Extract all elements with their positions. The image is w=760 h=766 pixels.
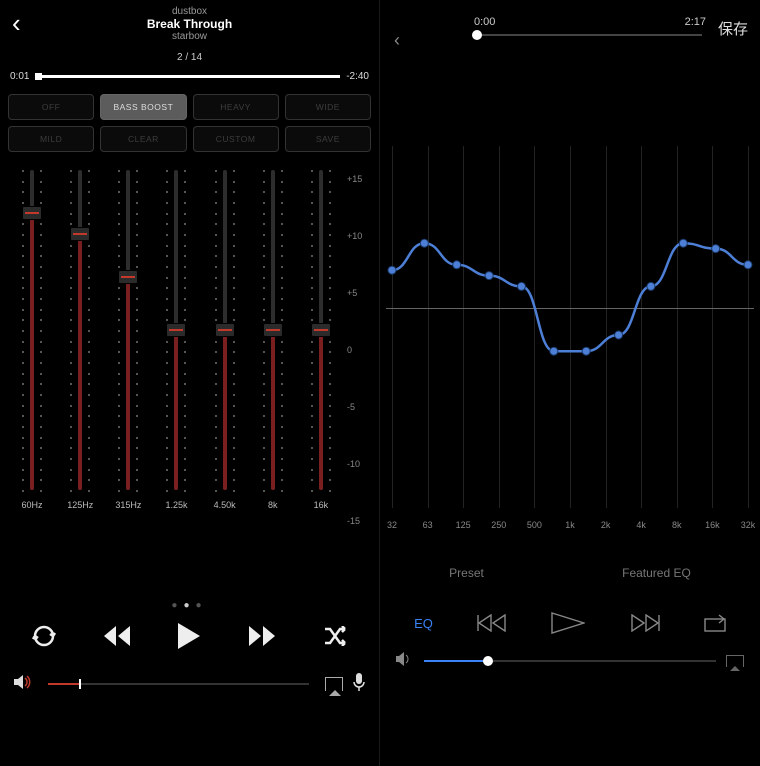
eq-band-label: 8k — [268, 500, 278, 510]
save-button[interactable]: 保存 — [718, 18, 748, 39]
artist-label: dustbox — [0, 6, 379, 17]
freq-label: 125 — [456, 520, 471, 530]
volume-icon[interactable] — [396, 652, 414, 669]
freq-label: 2k — [601, 520, 611, 530]
eq-tabs: Preset Featured EQ — [380, 560, 760, 586]
next-track-icon[interactable] — [630, 614, 660, 632]
freq-label: 1k — [565, 520, 575, 530]
right-transport: EQ — [380, 612, 760, 634]
preset-clear[interactable]: CLEAR — [100, 126, 186, 152]
eq-band-315Hz[interactable]: 315Hz — [113, 170, 143, 510]
volume-slider[interactable] — [48, 683, 309, 685]
repeat-icon[interactable] — [32, 624, 56, 654]
export-icon[interactable] — [704, 614, 726, 632]
eq-band-125Hz[interactable]: 125Hz — [65, 170, 95, 510]
volume-icon[interactable] — [14, 674, 32, 693]
freq-label: 16k — [705, 520, 720, 530]
prev-track-icon[interactable] — [477, 614, 507, 632]
progress-bar[interactable] — [35, 75, 340, 78]
time-elapsed: 0:01 — [10, 71, 29, 82]
eq-band-label: 4.50k — [214, 500, 236, 510]
eq-band-1.25k[interactable]: 1.25k — [161, 170, 191, 510]
freq-label: 32k — [741, 520, 756, 530]
preset-mild[interactable]: MILD — [8, 126, 94, 152]
freq-label: 63 — [423, 520, 433, 530]
preset-custom[interactable]: CUSTOM — [193, 126, 279, 152]
left-volume-row — [0, 665, 379, 702]
airplay-icon[interactable] — [325, 677, 343, 691]
preset-wide[interactable]: WIDE — [285, 94, 371, 120]
right-header: 0:00 2:17 保存 ‹ — [380, 0, 760, 36]
seek-times: 0:00 2:17 — [394, 16, 746, 28]
time-start: 0:00 — [474, 16, 495, 28]
track-title: Break Through — [0, 17, 379, 31]
freq-label: 8k — [672, 520, 682, 530]
time-end: 2:17 — [685, 16, 706, 28]
airplay-icon[interactable] — [726, 655, 744, 667]
eq-band-label: 16k — [314, 500, 329, 510]
next-icon[interactable] — [249, 626, 275, 652]
track-index: 2 / 14 — [0, 52, 379, 63]
preset-bass-boost[interactable]: BASS BOOST — [100, 94, 186, 120]
album-label: starbow — [0, 31, 379, 42]
eq-curve-graph[interactable]: 32 63 125 250 500 1k 2k 4k 8k 16k 32k — [386, 146, 754, 546]
progress-row: 0:01 -2:40 — [0, 67, 379, 90]
eq-band-16k[interactable]: 16k — [306, 170, 336, 510]
right-volume-row — [380, 634, 760, 669]
transport-bar — [0, 613, 379, 665]
freq-label: 4k — [636, 520, 646, 530]
eq-band-8k[interactable]: 8k — [258, 170, 288, 510]
preset-save[interactable]: SAVE — [285, 126, 371, 152]
preset-grid: OFFBASS BOOST HEAVYWIDE MILDCLEAR CUSTOMSAV… — [0, 90, 379, 156]
preset-off[interactable]: OFF — [8, 94, 94, 120]
eq-band-label: 60Hz — [22, 500, 43, 510]
back-chevron-icon[interactable]: ‹ — [394, 30, 400, 51]
preset-heavy[interactable]: HEAVY — [193, 94, 279, 120]
tab-preset[interactable]: Preset — [449, 560, 484, 586]
eq-band-label: 125Hz — [67, 500, 93, 510]
scale-label: -15 — [347, 516, 371, 526]
seek-thumb[interactable] — [472, 30, 482, 40]
freq-label: 500 — [527, 520, 542, 530]
eq-sliders: 60Hz 125Hz 315Hz 1.25k 4.50k 8k 16k — [8, 170, 371, 510]
shuffle-icon[interactable] — [323, 626, 347, 652]
play-icon[interactable] — [551, 612, 585, 634]
volume-slider[interactable] — [424, 660, 716, 662]
page-dots[interactable]: ●●● — [0, 600, 379, 611]
eq-button[interactable]: EQ — [414, 616, 433, 631]
freq-label: 250 — [491, 520, 506, 530]
eq-band-label: 1.25k — [165, 500, 187, 510]
time-remaining: -2:40 — [346, 71, 369, 82]
equalizer-area: +15+10+50-5-10-15 60Hz125Hz315Hz1.25k4.5… — [0, 156, 379, 556]
left-header: ‹ dustbox Break Through starbow 2 / 14 — [0, 0, 379, 67]
left-app: ‹ dustbox Break Through starbow 2 / 14 0… — [0, 0, 380, 766]
freq-label: 32 — [387, 520, 397, 530]
eq-band-label: 315Hz — [115, 500, 141, 510]
seek-bar[interactable] — [474, 34, 702, 36]
eq-band-60Hz[interactable]: 60Hz — [17, 170, 47, 510]
mic-icon[interactable] — [353, 673, 365, 694]
play-icon[interactable] — [178, 623, 200, 655]
tab-featured[interactable]: Featured EQ — [622, 560, 691, 586]
prev-icon[interactable] — [104, 626, 130, 652]
back-chevron-icon[interactable]: ‹ — [12, 8, 21, 39]
right-app: 0:00 2:17 保存 ‹ 32631252505001k2k4k8k16k3… — [380, 0, 760, 766]
eq-band-4.50k[interactable]: 4.50k — [210, 170, 240, 510]
